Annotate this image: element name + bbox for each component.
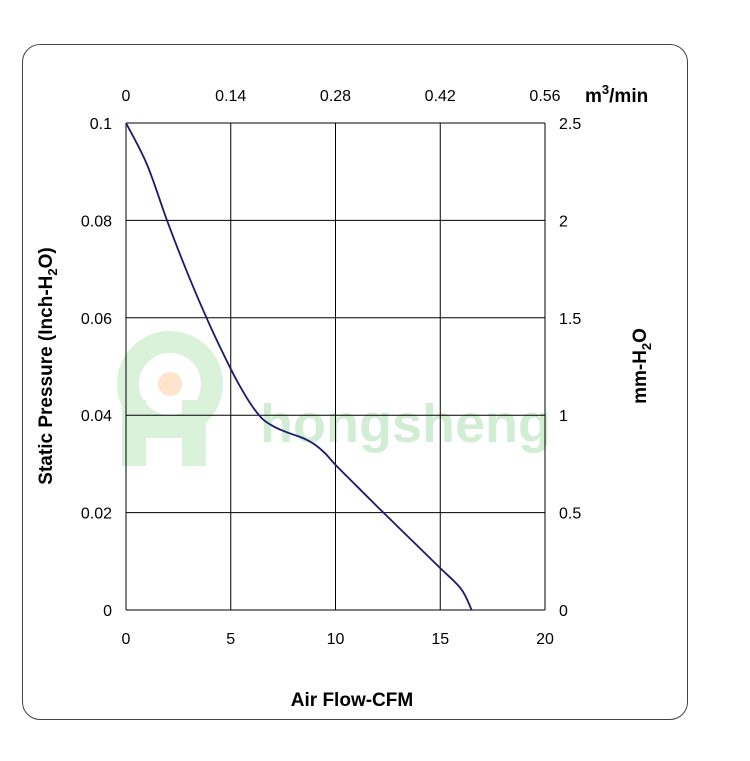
y-tick-label: 0.04 (81, 408, 112, 425)
y-axis-title: Static Pressure (Inch-H2O) (36, 247, 60, 484)
x2-tick-label: 0.14 (215, 88, 246, 105)
y-tick-label: 0.02 (81, 506, 112, 523)
y-axis-title-sub: 2 (45, 268, 60, 275)
x2-tick-label: 0.42 (425, 88, 456, 105)
y2-tick-label: 1.5 (559, 311, 581, 328)
watermark-logo: hongsheng (117, 331, 551, 466)
y-tick-label: 0.1 (90, 116, 112, 133)
x2-axis-title: m3/min (585, 82, 648, 107)
y2-tick-label: 2 (559, 213, 568, 230)
y-tick-label: 0 (103, 603, 112, 620)
x-axis-title: Air Flow-CFM (291, 690, 413, 711)
x2-tick-label: 0.56 (529, 88, 560, 105)
tick-labels: 0 5 10 15 200 0.14 0.28 0.42 0.5600.020.040.060.… (81, 88, 581, 648)
y2-tick-label: 1 (559, 408, 568, 425)
y2-axis-title-main: mm-H (630, 350, 651, 404)
y-tick-label: 0.08 (81, 213, 112, 230)
x-tick-label: 15 (431, 631, 449, 648)
y2-axis-title: mm-H2O (630, 328, 654, 404)
x2-axis-title-main: m (585, 86, 602, 107)
y2-tick-label: 0.5 (559, 506, 581, 523)
series-line (125, 122, 473, 611)
plot-area (125, 122, 473, 611)
chart-frame (22, 44, 688, 720)
x-tick-label: 10 (327, 631, 345, 648)
y-axis-title-main: Static Pressure (Inch-H (36, 276, 57, 485)
y2-tick-label: 0 (559, 603, 568, 620)
x-tick-label: 20 (536, 631, 554, 648)
x2-tick-label: 0 (122, 88, 131, 105)
watermark-text: hongsheng (260, 394, 551, 454)
x-tick-label: 0 (122, 631, 131, 648)
x2-tick-label: 0.28 (320, 88, 351, 105)
x-tick-label: 5 (226, 631, 235, 648)
x2-axis-title-tail: /min (609, 86, 648, 107)
y2-axis-title-tail: O (630, 328, 651, 343)
watermark-sun-icon (117, 331, 223, 466)
grid (125, 122, 546, 611)
y2-axis-title-sub: 2 (639, 343, 654, 350)
y-axis-title-tail: O) (36, 247, 57, 268)
y-tick-label: 0.06 (81, 311, 112, 328)
x2-axis-title-sup: 3 (602, 82, 609, 97)
y2-tick-label: 2.5 (559, 116, 581, 133)
